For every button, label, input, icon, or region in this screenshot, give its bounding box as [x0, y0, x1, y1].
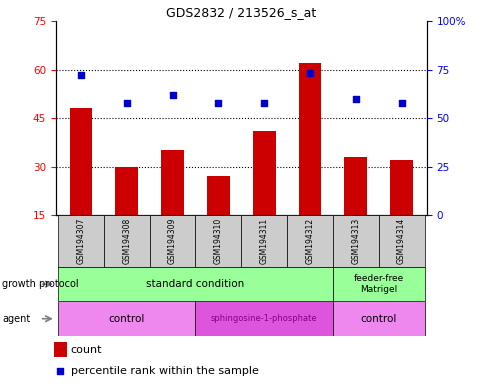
Point — [168, 92, 176, 98]
Bar — [161, 151, 183, 263]
Bar — [195, 301, 332, 336]
Text: GSM194313: GSM194313 — [350, 218, 360, 264]
Bar — [58, 215, 104, 267]
Bar — [287, 215, 332, 267]
Text: GSM194310: GSM194310 — [213, 218, 223, 264]
Bar — [58, 267, 332, 301]
Point — [351, 96, 359, 102]
Point — [214, 99, 222, 106]
Bar — [241, 215, 287, 267]
Text: GSM194314: GSM194314 — [396, 218, 405, 264]
Text: growth protocol: growth protocol — [2, 279, 79, 289]
Text: feeder-free
Matrigel: feeder-free Matrigel — [353, 275, 403, 294]
Bar — [115, 167, 138, 263]
Point — [260, 99, 268, 106]
Point — [122, 99, 130, 106]
Bar — [54, 342, 67, 357]
Bar — [150, 215, 195, 267]
Text: percentile rank within the sample: percentile rank within the sample — [71, 366, 258, 376]
Text: GSM194307: GSM194307 — [76, 218, 85, 264]
Bar — [69, 108, 92, 263]
Bar — [104, 215, 150, 267]
Bar — [332, 215, 378, 267]
Text: agent: agent — [2, 314, 30, 324]
Text: control: control — [108, 314, 145, 324]
Bar — [195, 215, 241, 267]
Bar — [332, 267, 424, 301]
Text: count: count — [71, 345, 102, 355]
Bar — [389, 160, 412, 263]
Text: sphingosine-1-phosphate: sphingosine-1-phosphate — [211, 314, 317, 323]
Bar — [344, 157, 366, 263]
Bar — [252, 131, 275, 263]
Text: GSM194312: GSM194312 — [305, 218, 314, 264]
Text: control: control — [360, 314, 396, 324]
Title: GDS2832 / 213526_s_at: GDS2832 / 213526_s_at — [166, 5, 316, 18]
Bar — [298, 63, 321, 263]
Text: GSM194311: GSM194311 — [259, 218, 268, 264]
Text: GSM194309: GSM194309 — [168, 218, 177, 264]
Point — [305, 70, 313, 76]
Text: GSM194308: GSM194308 — [122, 218, 131, 264]
Bar — [207, 176, 229, 263]
Point — [397, 99, 405, 106]
Bar — [332, 301, 424, 336]
Bar — [58, 301, 195, 336]
Point — [77, 72, 85, 78]
Text: standard condition: standard condition — [146, 279, 244, 289]
Point — [56, 368, 64, 374]
Bar — [378, 215, 424, 267]
